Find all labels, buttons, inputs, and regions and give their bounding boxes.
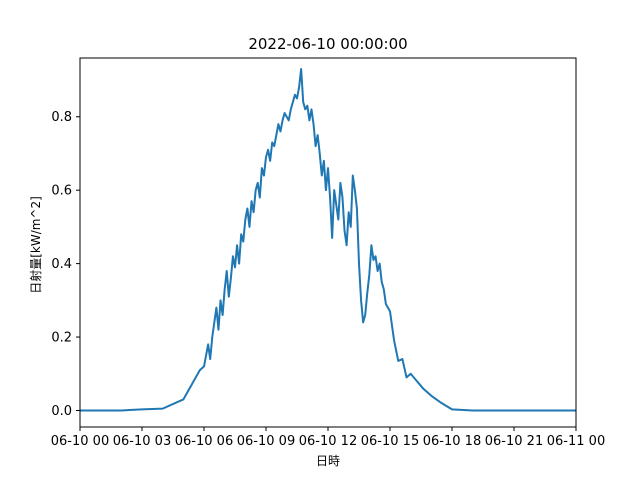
series-line-0 <box>80 68 576 412</box>
x-tick-label: 06-10 18 <box>423 434 481 449</box>
x-tick-label: 06-10 12 <box>299 434 357 449</box>
x-tick-label: 06-10 21 <box>485 434 543 449</box>
y-tick-label: 0.8 <box>51 110 72 125</box>
plot-area: 06-10 00 06-10 03 06-10 06 06-10 09 06-10 12… <box>51 57 605 449</box>
x-tick-label: 06-10 15 <box>361 434 419 449</box>
x-axis-label: 日時 <box>316 454 340 468</box>
y-tick-label: 0.4 <box>51 257 72 272</box>
y-tick-label: 0.6 <box>51 184 72 199</box>
y-tick-label: 0.0 <box>51 404 72 419</box>
x-tick-label: 06-10 00 <box>51 434 109 449</box>
y-axis-label: 日射量[kW/m^2] <box>28 196 43 294</box>
x-tick-label: 06-10 09 <box>237 434 295 449</box>
chart-title: 2022-06-10 00:00:00 <box>248 35 407 53</box>
x-tick-label: 06-10 03 <box>113 434 171 449</box>
y-tick-label: 0.2 <box>51 331 72 346</box>
x-tick-label: 06-10 06 <box>175 434 233 449</box>
axes-frame <box>79 57 577 428</box>
x-tick-label: 06-11 00 <box>547 434 605 449</box>
